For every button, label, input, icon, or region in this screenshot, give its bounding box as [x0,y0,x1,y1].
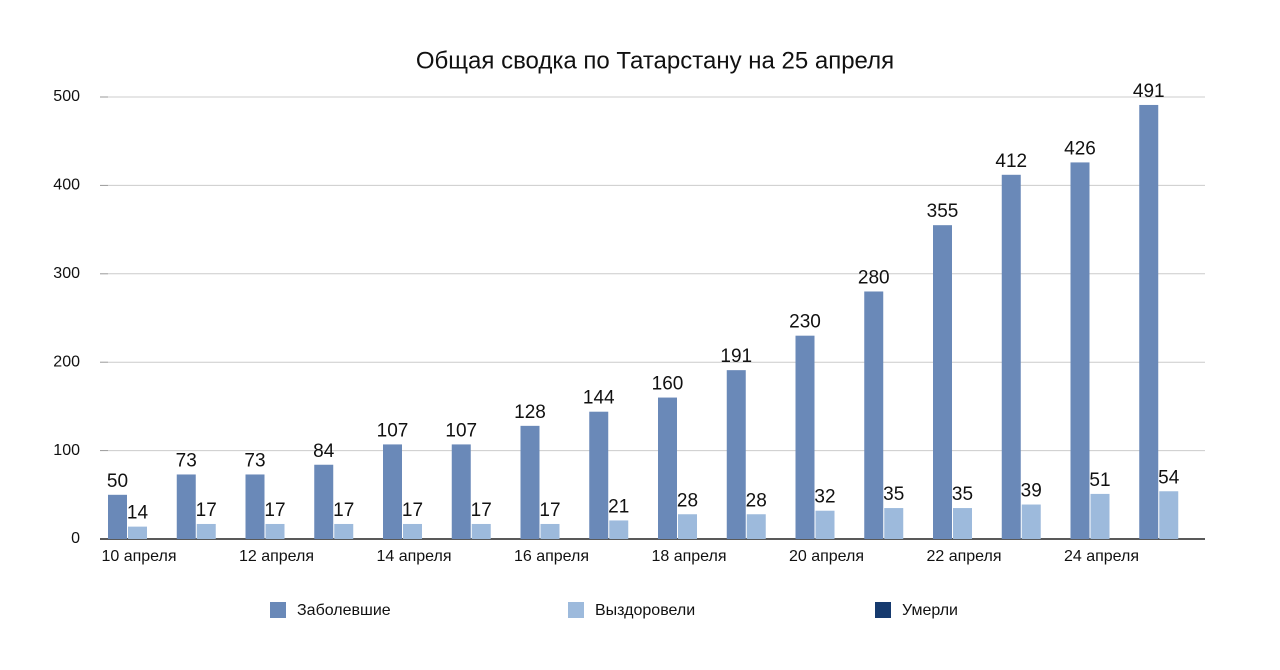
bar [383,444,402,539]
data-label: 160 [652,374,684,395]
data-label: 17 [539,500,560,521]
x-tick-label: 24 апреля [1064,548,1139,565]
legend-label: Выздоровели [595,602,695,619]
data-label: 28 [677,490,698,511]
bar [176,474,196,539]
bar [746,514,766,539]
data-label: 51 [1089,470,1110,491]
bar [108,494,127,539]
x-tick-label: 22 апреля [926,548,1001,565]
y-tick-label: 0 [71,530,80,547]
data-label: 17 [264,500,285,521]
x-tick-label: 10 апреля [101,548,176,565]
bar [589,411,609,539]
data-label: 412 [995,151,1027,172]
x-tick-label: 20 апреля [789,548,864,565]
legend-swatch [568,602,584,618]
data-label: 54 [1158,467,1180,488]
data-label: 50 [107,471,128,492]
y-tick-label: 500 [53,88,80,105]
data-label: 128 [514,402,546,423]
legend-swatch [270,602,286,618]
legend-swatch [875,602,891,618]
bar [314,464,334,539]
data-label: 355 [927,201,959,222]
bar [245,474,265,539]
bar [933,225,952,539]
bar [726,370,746,539]
x-tick-label: 16 апреля [514,548,589,565]
bar [864,291,884,539]
bar [451,444,471,539]
data-label: 35 [952,484,973,505]
y-tick-label: 300 [53,265,80,282]
data-label: 107 [377,420,409,441]
data-label: 17 [402,500,423,521]
bar [403,523,422,539]
bar [1021,504,1041,539]
x-tick-label: 14 апреля [376,548,451,565]
bar [609,520,629,539]
bar [471,523,491,539]
bar [678,514,697,539]
data-label: 144 [583,388,615,409]
data-label: 14 [127,503,149,524]
y-tick-label: 200 [53,353,80,370]
data-label: 491 [1133,81,1165,102]
bar [1090,493,1110,539]
data-label: 191 [720,346,752,367]
data-label: 426 [1064,138,1096,159]
bar [128,526,147,539]
data-label: 73 [176,450,197,471]
bar [1001,174,1021,540]
y-tick-label: 400 [53,177,80,194]
data-label: 35 [883,484,904,505]
chart-title: Общая сводка по Татарстану на 25 апреля [416,47,894,74]
bar [1139,104,1159,540]
data-label: 84 [313,441,335,462]
bar [953,508,972,539]
bar [795,335,815,539]
x-tick-label: 12 апреля [239,548,314,565]
legend-label: Умерли [902,602,958,619]
data-label: 39 [1021,481,1042,502]
bar [520,425,540,539]
bar [540,523,560,539]
data-label: 230 [789,312,821,333]
data-label: 107 [445,420,477,441]
bar [334,523,354,539]
bar [265,523,285,539]
data-label: 17 [471,500,492,521]
data-label: 17 [333,500,354,521]
bar [884,508,904,539]
data-label: 17 [196,500,217,521]
bar [196,523,216,539]
data-label: 73 [244,450,265,471]
bar [815,510,835,539]
legend-label: Заболевшие [297,602,391,619]
x-tick-label: 18 апреля [651,548,726,565]
data-label: 280 [858,267,890,288]
bar [658,397,677,539]
data-label: 28 [746,490,767,511]
bar [1070,162,1090,539]
y-tick-label: 100 [53,442,80,459]
data-label: 21 [608,496,629,517]
data-label: 32 [814,487,835,508]
bar [1159,491,1179,539]
